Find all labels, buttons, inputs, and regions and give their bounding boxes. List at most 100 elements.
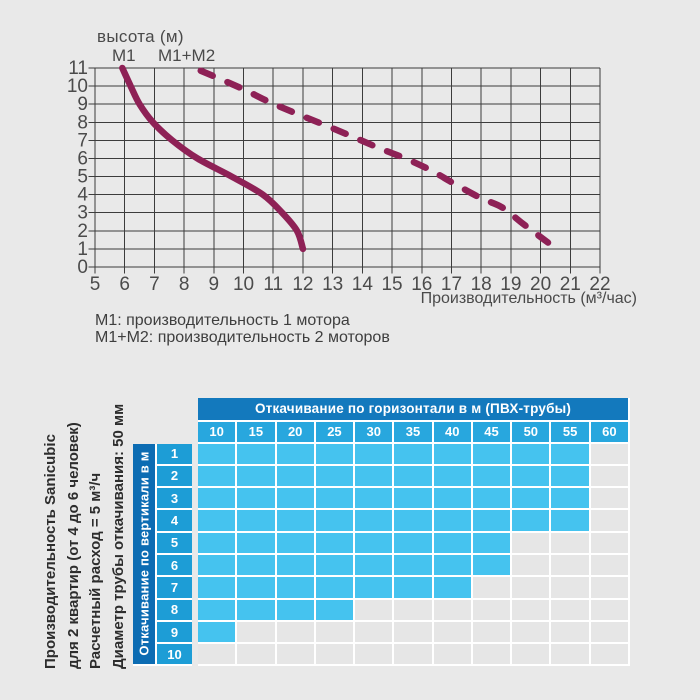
capacity-cell-empty <box>276 644 314 665</box>
legend-line-m1: M1: производительность 1 мотора <box>95 312 350 329</box>
vertical-pumping-header-table: Откачивание по вертикали в м 1 2 3 4 5 6 7 8 9 10 <box>133 443 192 667</box>
capacity-cell-filled <box>394 488 432 509</box>
row-header-cell: 6 <box>157 554 192 576</box>
capacity-cell-filled <box>276 577 314 598</box>
capacity-cell-filled <box>276 599 314 620</box>
capacity-cell-filled <box>355 532 393 553</box>
col-header-cell: 40 <box>433 421 471 442</box>
capacity-cell-empty <box>551 532 589 553</box>
capacity-cell-filled <box>433 554 471 576</box>
capacity-cell-filled <box>394 443 432 464</box>
side-note-line-2: для 2 квартир (от 4 до 6 человек) <box>64 422 82 669</box>
m1-curve-label: M1 <box>112 46 136 65</box>
row-header-cell: 2 <box>157 465 192 487</box>
x-tick-label: 19 <box>500 274 521 295</box>
x-tick-label: 10 <box>233 274 254 295</box>
capacity-cell-filled <box>315 532 354 553</box>
capacity-cell-empty <box>355 599 393 620</box>
x-tick-label: 8 <box>179 274 190 295</box>
capacity-cell-filled <box>433 465 471 487</box>
y-tick-label: 3 <box>77 203 88 224</box>
x-tick-label: 11 <box>263 274 283 295</box>
capacity-cell-filled <box>472 488 511 509</box>
col-header-cell: 25 <box>315 421 354 442</box>
capacity-cell-filled <box>237 488 275 509</box>
side-note-line-3: Расчетный расход = 5 м³/ч <box>87 472 105 669</box>
capacity-cell-filled <box>394 510 432 531</box>
x-tick-label: 6 <box>119 274 130 295</box>
capacity-cell-filled <box>276 510 314 531</box>
capacity-cell-filled <box>315 599 354 620</box>
capacity-cell-filled <box>472 532 511 553</box>
capacity-cell-filled <box>355 510 393 531</box>
capacity-cell-filled <box>551 443 589 464</box>
capacity-cell-filled <box>198 488 236 509</box>
capacity-cell-empty <box>551 554 589 576</box>
row-header-cell: 3 <box>157 488 192 509</box>
tick-labels: 5 6 7 8 9 10 11 12 13 14 15 16 17 18 19 20 21 22012345678… <box>67 58 611 295</box>
capacity-cell-filled <box>276 465 314 487</box>
capacity-cell-filled <box>237 577 275 598</box>
col-header-cell: 50 <box>512 421 550 442</box>
capacity-cell-filled <box>472 465 511 487</box>
x-tick-label: 20 <box>530 274 551 295</box>
capacity-cell-filled <box>394 532 432 553</box>
capacity-cell-empty <box>551 599 589 620</box>
x-axis-title: Производительность (м³/час) <box>420 290 637 307</box>
y-tick-label: 5 <box>77 167 88 188</box>
capacity-cell-empty <box>512 577 550 598</box>
capacity-cell-filled <box>433 577 471 598</box>
capacity-cell-filled <box>472 510 511 531</box>
capacity-cell-filled <box>198 599 236 620</box>
y-tick-label: 7 <box>77 130 88 151</box>
capacity-cell-filled <box>355 577 393 598</box>
capacity-cell-filled <box>512 510 550 531</box>
capacity-cell-filled <box>472 443 511 464</box>
capacity-cell-empty <box>472 621 511 643</box>
side-note: Производительность Sanicubic для 2 кварт… <box>40 382 130 669</box>
capacity-cell-filled <box>237 532 275 553</box>
x-tick-label: 9 <box>209 274 220 295</box>
row-header-cell: 7 <box>157 577 192 598</box>
capacity-cell-empty <box>590 621 628 643</box>
capacity-cell-filled <box>433 532 471 553</box>
capacity-cell-filled <box>512 465 550 487</box>
capacity-cell-filled <box>198 443 236 464</box>
col-header-cell: 15 <box>237 421 275 442</box>
table-row-group-header: Откачивание по вертикали в м <box>133 443 155 665</box>
capacity-cell-empty <box>472 599 511 620</box>
capacity-cell-filled <box>315 443 354 464</box>
row-header-cell: 5 <box>157 532 192 553</box>
capacity-cell-empty <box>472 644 511 665</box>
capacity-cell-empty <box>551 644 589 665</box>
y-tick-label: 0 <box>77 257 88 278</box>
row-header-cell: 1 <box>157 443 192 464</box>
capacity-cell-empty <box>590 644 628 665</box>
capacity-cell-filled <box>198 532 236 553</box>
y-tick-label: 10 <box>67 76 88 97</box>
capacity-cell-filled <box>198 621 236 643</box>
capacity-cell-filled <box>512 488 550 509</box>
capacity-cell-filled <box>551 488 589 509</box>
capacity-cell-filled <box>355 554 393 576</box>
capacity-cell-empty <box>590 488 628 509</box>
chart-legend: M1: производительность 1 мотора M1+M2: п… <box>95 312 390 346</box>
capacity-cell-filled <box>276 554 314 576</box>
capacity-cell-filled <box>355 443 393 464</box>
capacity-cell-filled <box>237 510 275 531</box>
capacity-cell-empty <box>315 644 354 665</box>
m1m2-curve-label: M1+M2 <box>158 46 216 65</box>
capacity-cell-filled <box>472 554 511 576</box>
capacity-cell-filled <box>315 488 354 509</box>
capacity-cell-filled <box>198 510 236 531</box>
x-tick-label: 14 <box>352 274 374 295</box>
capacity-cell-empty <box>551 621 589 643</box>
capacity-cell-empty <box>590 465 628 487</box>
col-header-cell: 55 <box>551 421 589 442</box>
row-group-title: Откачивание по вертикали в м <box>136 451 152 657</box>
capacity-cell-filled <box>198 554 236 576</box>
capacity-cell-filled <box>551 465 589 487</box>
capacity-cell-filled <box>355 488 393 509</box>
capacity-cell-filled <box>198 465 236 487</box>
curve-m1 <box>119 64 307 253</box>
